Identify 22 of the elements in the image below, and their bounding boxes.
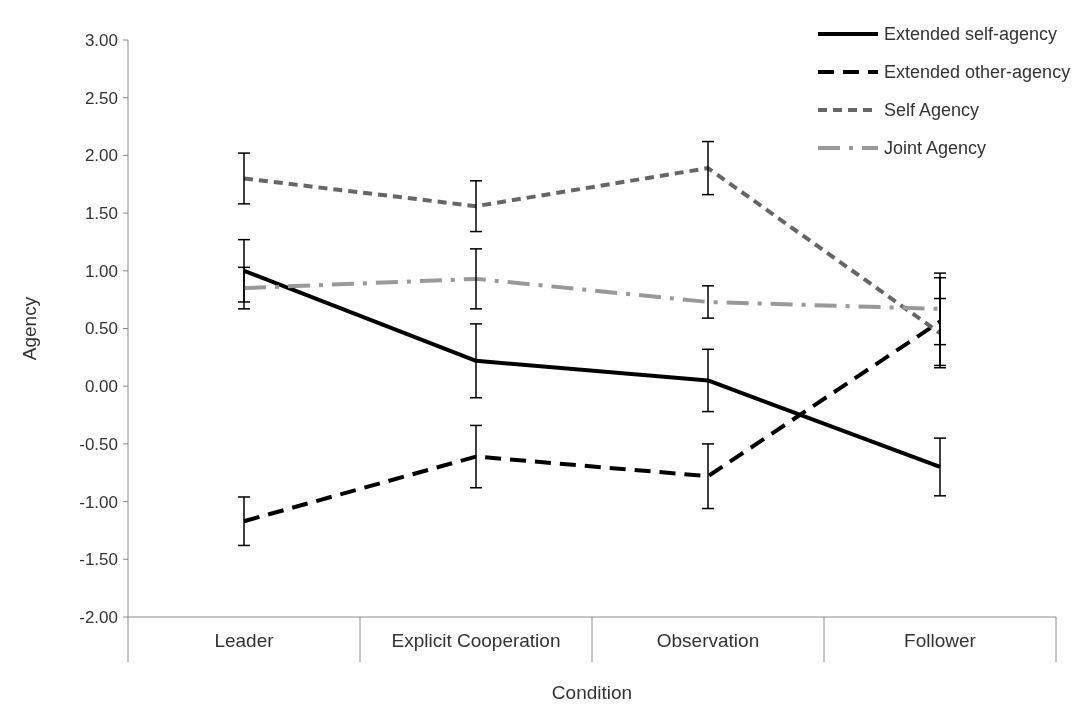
x-tick-label: Leader — [214, 630, 275, 651]
legend-label: Extended self-agency — [884, 24, 1058, 45]
x-tick-label: Explicit Cooperation — [391, 630, 561, 651]
y-tick-label: -0.50 — [79, 434, 118, 454]
y-tick-label: 0.50 — [84, 319, 118, 339]
legend-label: Self Agency — [884, 100, 980, 121]
legend-label: Joint Agency — [884, 138, 987, 159]
y-axis-title: Agency — [19, 296, 40, 361]
x-tick-label: Follower — [904, 630, 977, 651]
y-tick-label: 2.50 — [84, 88, 118, 108]
y-tick-label: -1.00 — [79, 492, 118, 512]
x-axis-title: Condition — [551, 682, 633, 703]
y-tick-label: 1.50 — [84, 204, 118, 224]
y-tick-label: -2.00 — [79, 607, 118, 627]
y-tick-label: 3.00 — [84, 30, 118, 50]
y-tick-label: -1.50 — [79, 550, 118, 570]
x-tick-label: Observation — [656, 630, 760, 651]
legend-label: Extended other-agency — [884, 62, 1071, 83]
y-tick-label: 0.00 — [84, 377, 118, 397]
y-tick-label: 2.00 — [84, 146, 118, 166]
line-series — [242, 166, 942, 336]
y-tick-label: 1.00 — [84, 261, 118, 281]
